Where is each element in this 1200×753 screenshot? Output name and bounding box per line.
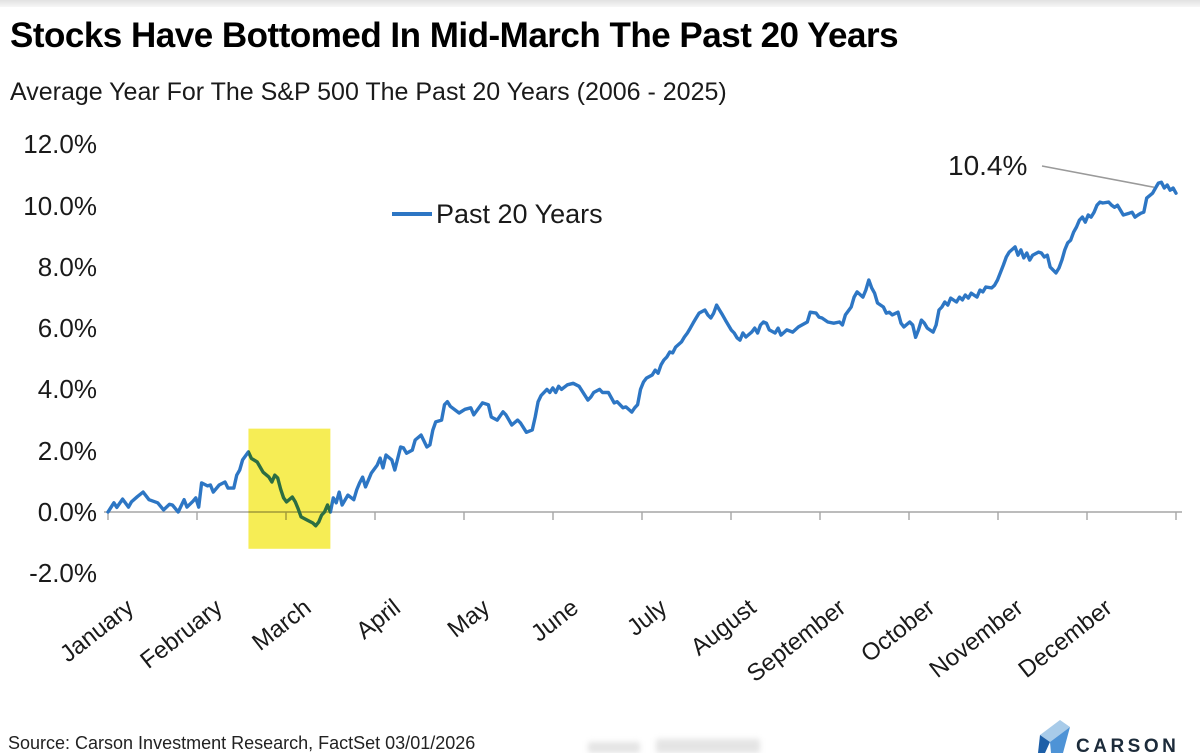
y-tick-label: 4.0% — [37, 374, 97, 405]
carson-logo-text: CARSON — [1076, 736, 1180, 753]
faint-watermark-fragment — [656, 739, 760, 753]
source-text: Source: Carson Investment Research, Fact… — [8, 733, 476, 753]
faint-watermark-fragment — [588, 742, 640, 753]
top-edge-artifact — [0, 0, 1200, 7]
y-tick-label: 10.0% — [23, 190, 97, 221]
y-tick-label: 12.0% — [23, 129, 97, 160]
chart-title: Stocks Have Bottomed In Mid-March The Pa… — [10, 16, 899, 55]
carson-logo: CARSON — [1036, 718, 1196, 753]
logo-shape-light — [1040, 720, 1070, 742]
y-tick-label: 0.0% — [37, 497, 97, 527]
final-value-annotation: 10.4% — [948, 150, 1028, 181]
legend: Past 20 Years — [392, 198, 603, 230]
logo-shape-mid — [1050, 727, 1070, 753]
y-tick-label: 8.0% — [37, 251, 97, 282]
mid-march-highlight — [248, 428, 331, 549]
annotation-leader-line — [1041, 165, 1155, 189]
carson-logo-icon — [1038, 720, 1070, 753]
legend-line-swatch — [392, 212, 432, 216]
y-tick-label: 6.0% — [37, 313, 97, 344]
logo-shape-dark — [1038, 735, 1050, 753]
chart-subtitle: Average Year For The S&P 500 The Past 20… — [10, 78, 727, 106]
legend-label: Past 20 Years — [436, 198, 603, 229]
y-tick-label: 2.0% — [37, 435, 97, 466]
y-tick-label: -2.0% — [29, 558, 97, 589]
